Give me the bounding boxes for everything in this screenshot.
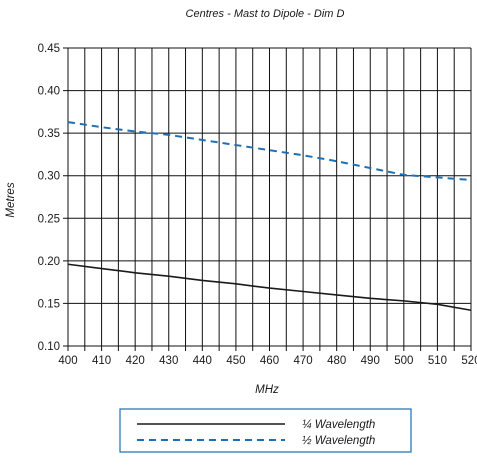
y-axis-label: Metres xyxy=(5,182,17,217)
x-tick-label: 450 xyxy=(226,355,245,367)
x-tick-label: 430 xyxy=(159,355,178,367)
series-line-quarter-wavelength xyxy=(67,263,472,312)
y-tick-label: 0.35 xyxy=(38,128,60,140)
x-tick-label: 480 xyxy=(327,355,346,367)
x-tick-label: 470 xyxy=(293,355,312,367)
legend-box xyxy=(119,408,412,453)
x-tick-label: 400 xyxy=(58,355,77,367)
chart-title: Centres - Mast to Dipole - Dim D xyxy=(186,8,345,20)
x-tick-label: 510 xyxy=(428,355,447,367)
y-tick-label: 0.20 xyxy=(38,256,60,268)
legend-label-quarter-wavelength: ¼ Wavelength xyxy=(302,419,375,431)
x-tick-label: 440 xyxy=(193,355,212,367)
x-tick-label: 490 xyxy=(361,355,380,367)
y-tick-label: 0.25 xyxy=(38,213,60,225)
y-tick-label: 0.30 xyxy=(38,171,60,183)
y-tick-label: 0.40 xyxy=(38,86,60,98)
y-tick-label: 0.15 xyxy=(38,298,60,310)
x-tick-label: 520 xyxy=(461,355,477,367)
tick-labels: 400 410 420 430 440 450 460 470 480 490 500 510 520 0… xyxy=(38,43,477,367)
y-tick-label: 0.45 xyxy=(38,43,60,55)
x-tick-label: 460 xyxy=(260,355,279,367)
y-tick-label: 0.10 xyxy=(38,341,60,353)
x-tick-label: 420 xyxy=(126,355,145,367)
x-tick-label: 500 xyxy=(394,355,413,367)
series-layer xyxy=(67,121,472,312)
x-axis-label: MHz xyxy=(255,384,279,396)
grid xyxy=(63,47,472,351)
series-line-half-wavelength xyxy=(67,121,472,181)
x-tick-label: 410 xyxy=(92,355,111,367)
legend: ¼ Wavelength ½ Wavelength xyxy=(119,408,412,453)
legend-label-half-wavelength: ½ Wavelength xyxy=(302,435,375,447)
